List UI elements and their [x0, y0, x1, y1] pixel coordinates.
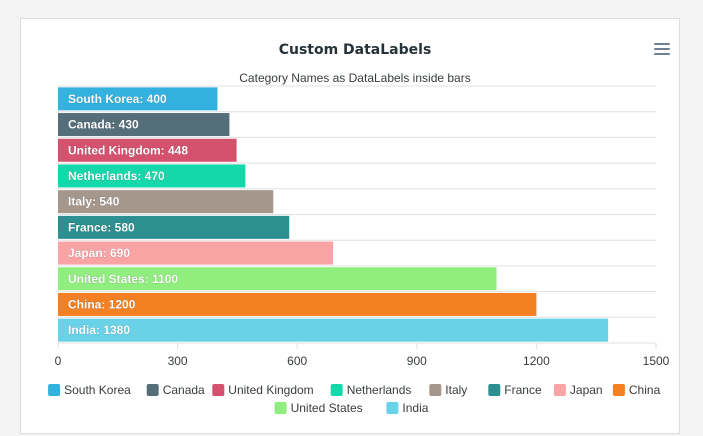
x-tick-label: 600 [287, 354, 307, 368]
data-label: Netherlands: 470 [68, 169, 165, 183]
bar-india[interactable] [58, 318, 609, 342]
legend-item-netherlands[interactable]: Netherlands [330, 383, 412, 397]
legend-marker [429, 384, 442, 396]
legend-label: Canada [163, 383, 205, 397]
chart-title: Custom DataLabels [279, 42, 432, 58]
chart-subtitle: Category Names as DataLabels inside bars [239, 71, 470, 85]
legend-item-south-korea[interactable]: South Korea [48, 383, 131, 397]
data-label: France: 580 [68, 220, 135, 234]
data-label: United States: 1100 [68, 272, 178, 286]
legend-marker [212, 384, 225, 396]
legend-item-china[interactable]: China [612, 383, 661, 397]
x-tick-label: 900 [407, 354, 427, 368]
data-label: India: 1380 [68, 323, 130, 337]
bar-china[interactable] [58, 292, 537, 316]
data-label: United Kingdom: 448 [68, 143, 188, 157]
data-label: South Korea: 400 [68, 92, 167, 106]
bar-united-kingdom[interactable] [58, 138, 237, 162]
legend-item-italy[interactable]: Italy [429, 383, 467, 397]
legend-label: India [402, 401, 428, 415]
bar-south-korea[interactable] [58, 87, 218, 111]
legend-item-india[interactable]: India [386, 401, 429, 415]
menu-line [654, 43, 670, 45]
bar-japan[interactable] [58, 241, 334, 265]
menu-line [654, 48, 670, 50]
legend-marker [146, 384, 159, 396]
x-axis: 0 300 600 900 1200 1500 [55, 342, 670, 368]
legend-label: Japan [570, 383, 603, 397]
legend-marker [612, 384, 625, 396]
legend-item-united-states[interactable]: United States [274, 401, 363, 415]
bar-france[interactable] [58, 215, 290, 239]
x-tick-label: 0 [55, 354, 62, 368]
legend-marker [48, 384, 61, 396]
bar-netherlands[interactable] [58, 164, 246, 188]
x-tick-label: 300 [168, 354, 188, 368]
legend-marker [386, 402, 399, 414]
legend-label: United Kingdom [228, 383, 313, 397]
legend-item-japan[interactable]: Japan [553, 383, 603, 397]
legend-label: China [629, 383, 661, 397]
bars-group [58, 87, 609, 342]
legend-marker [330, 384, 343, 396]
bar-canada[interactable] [58, 113, 230, 137]
legend: South Korea Canada United Kingdom Netherlan… [48, 383, 661, 415]
x-tick-label: 1500 [643, 354, 670, 368]
legend-marker [274, 402, 287, 414]
legend-label: South Korea [64, 383, 131, 397]
menu-line [654, 53, 670, 55]
legend-label: Netherlands [347, 383, 412, 397]
legend-item-france[interactable]: France [488, 383, 542, 397]
bar-italy[interactable] [58, 190, 274, 214]
grid-lines [58, 85, 656, 344]
data-label: Japan: 690 [68, 246, 130, 260]
legend-marker [488, 384, 501, 396]
legend-item-united-kingdom[interactable]: United Kingdom [212, 383, 314, 397]
data-label: Canada: 430 [68, 118, 139, 132]
bar-united-states[interactable] [58, 267, 497, 291]
hamburger-menu-icon[interactable] [654, 43, 670, 55]
legend-item-canada[interactable]: Canada [146, 383, 205, 397]
x-tick-label: 1200 [523, 354, 550, 368]
data-label: China: 1200 [68, 297, 136, 311]
data-labels-group: South Korea: 400 Canada: 430 United Kingdo… [68, 92, 189, 338]
legend-label: United States [291, 401, 363, 415]
legend-label: France [504, 383, 542, 397]
legend-label: Italy [445, 383, 467, 397]
legend-marker [553, 384, 566, 396]
data-label: Italy: 540 [68, 195, 120, 209]
